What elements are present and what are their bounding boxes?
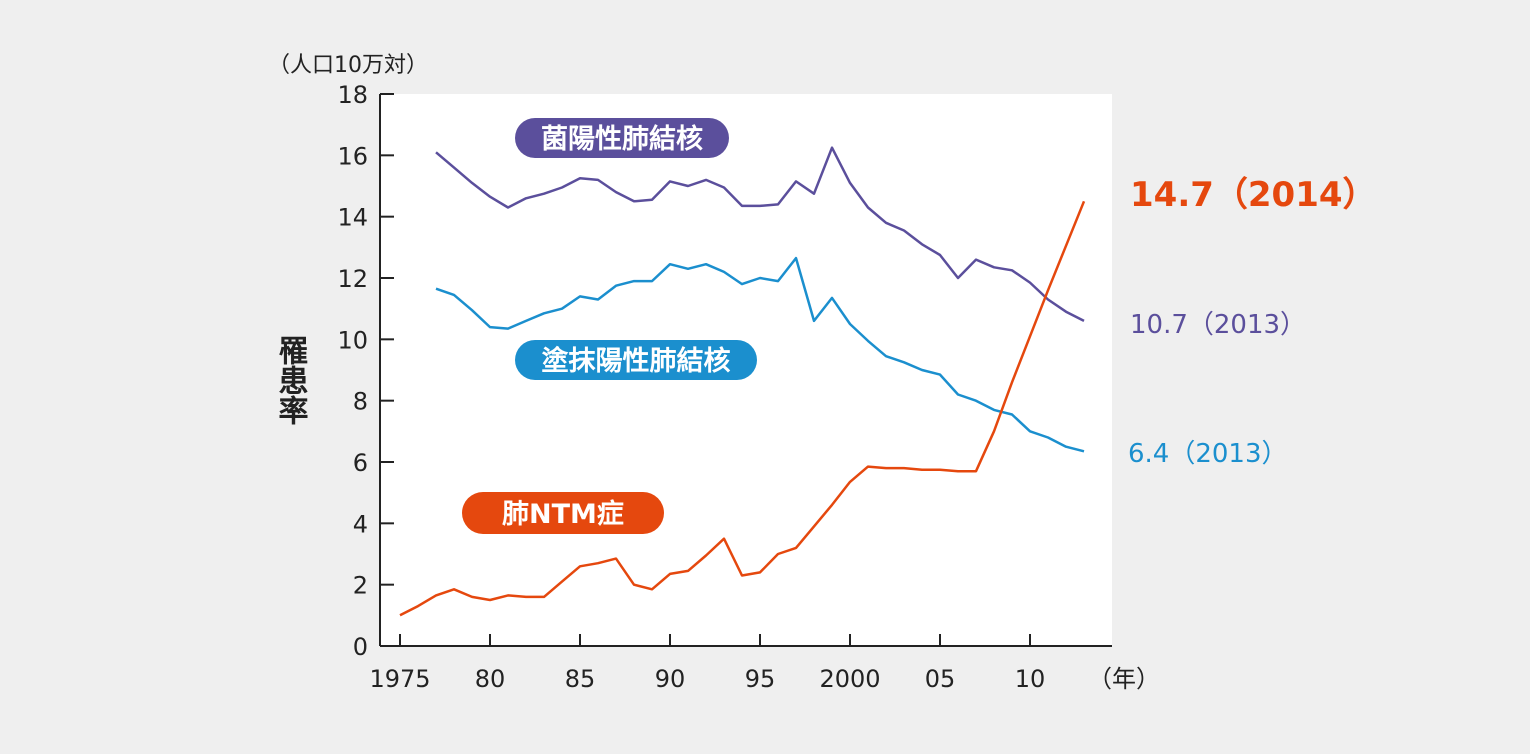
end-labels: 10.7（2013） 6.4（2013） 14.7（2014） xyxy=(1128,175,1377,469)
series-tag-0: 菌陽性肺結核 xyxy=(515,118,729,158)
y-tick-label: 4 xyxy=(353,510,368,538)
y-tick-label: 14 xyxy=(337,204,368,232)
y-tick-label: 10 xyxy=(337,326,368,354)
series-lines xyxy=(399,146,1086,617)
series-tag-bg xyxy=(462,492,664,534)
axes: 0 2 4 6 8 10 12 14 16 18 1975 80 85 90 95 2000 05 10 （人口10… xyxy=(268,53,1160,693)
x-tick-label: 2000 xyxy=(819,665,880,693)
y-axis-label: 罹患率 xyxy=(273,335,309,425)
series-tag-label: 菌陽性肺結核 xyxy=(541,123,703,155)
series-end-label-2: 14.7（2014） xyxy=(1130,175,1377,215)
x-tick-label: 10 xyxy=(1015,665,1046,693)
y-tick-label: 12 xyxy=(337,265,368,293)
y-tick-label: 2 xyxy=(353,572,368,600)
y-tick-label: 0 xyxy=(353,633,368,661)
series-end-label-0: 10.7（2013） xyxy=(1130,310,1306,340)
y-tick-label: 8 xyxy=(353,388,368,416)
y-tick-label: 6 xyxy=(353,449,368,477)
x-unit-label: （年） xyxy=(1088,665,1160,693)
x-tick-label: 90 xyxy=(655,665,686,693)
y-tick-label: 16 xyxy=(337,142,368,170)
x-tick-label: 95 xyxy=(745,665,776,693)
series-tag-label: 塗抹陽性肺結核 xyxy=(542,345,731,377)
series-line-1 xyxy=(435,256,1085,453)
series-tag-label: 肺NTM症 xyxy=(502,499,624,530)
series-line-2 xyxy=(399,200,1086,617)
series-tag-2: 肺NTM症 xyxy=(462,492,664,534)
series-tag-1: 塗抹陽性肺結核 xyxy=(515,340,757,380)
y-unit-label: （人口10万対） xyxy=(268,53,428,78)
y-tick-label: 18 xyxy=(337,81,368,109)
x-tick-label: 1975 xyxy=(369,665,430,693)
series-line-0 xyxy=(435,146,1085,323)
x-tick-label: 80 xyxy=(475,665,506,693)
series-tag-bg xyxy=(515,340,757,380)
x-tick-label: 85 xyxy=(565,665,596,693)
series-end-label-1: 6.4（2013） xyxy=(1128,439,1288,469)
series-tag-bg xyxy=(515,118,729,158)
x-tick-label: 05 xyxy=(925,665,956,693)
